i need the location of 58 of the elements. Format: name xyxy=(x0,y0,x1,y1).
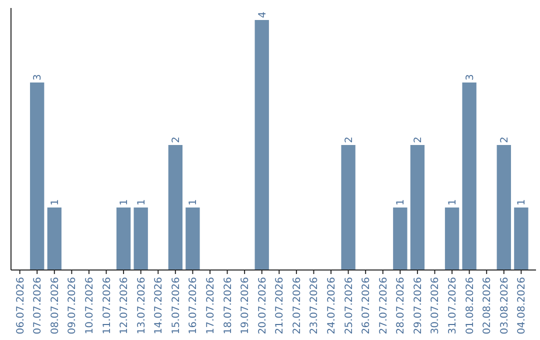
data-label: 1 xyxy=(119,199,130,206)
x-tick-label: 15.07.2026 xyxy=(170,277,182,334)
x-tick-label: 10.07.2026 xyxy=(84,277,96,334)
x-tick-label: 17.07.2026 xyxy=(205,277,216,334)
bar xyxy=(134,208,148,270)
x-tick-label: 09.07.2026 xyxy=(67,277,78,334)
x-tick-label: 01.08.2026 xyxy=(464,277,476,334)
x-tick-label: 18.07.2026 xyxy=(222,277,234,334)
data-label: 1 xyxy=(396,199,407,206)
x-tick-label: 31.07.2026 xyxy=(448,277,459,334)
data-label: 3 xyxy=(32,74,44,80)
bar xyxy=(444,208,460,270)
x-tick-label: 27.07.2026 xyxy=(378,277,390,334)
bar xyxy=(254,20,269,270)
bar xyxy=(168,145,182,270)
bar xyxy=(462,82,476,270)
data-label: 1 xyxy=(136,199,148,206)
bar xyxy=(496,145,511,270)
x-tick-label: 16.07.2026 xyxy=(188,277,200,334)
data-label: 3 xyxy=(464,74,476,80)
x-tick-label: 26.07.2026 xyxy=(361,277,372,334)
data-label: 2 xyxy=(499,136,510,143)
bar xyxy=(47,208,62,270)
x-tick-label: 25.07.2026 xyxy=(344,277,355,334)
bar xyxy=(514,208,528,270)
x-tick-label: 02.08.2026 xyxy=(482,277,494,334)
x-tick-label: 19.07.2026 xyxy=(240,277,252,334)
bar xyxy=(116,208,131,270)
data-label: 1 xyxy=(50,199,61,206)
x-tick-label: 14.07.2026 xyxy=(154,277,165,334)
bar xyxy=(410,145,425,270)
x-tick-label: 24.07.2026 xyxy=(326,277,338,334)
bar xyxy=(341,145,356,270)
bar xyxy=(393,208,408,270)
data-label: 2 xyxy=(412,136,424,143)
x-tick-label: 08.07.2026 xyxy=(50,277,61,334)
x-tick-label: 20.07.2026 xyxy=(257,277,268,334)
x-tick-label: 29.07.2026 xyxy=(412,277,424,334)
x-tick-label: 07.07.2026 xyxy=(32,277,44,334)
data-label: 1 xyxy=(516,199,528,206)
x-tick-label: 23.07.2026 xyxy=(309,277,320,334)
x-tick-label: 28.07.2026 xyxy=(396,277,407,334)
x-tick-label: 06.07.2026 xyxy=(15,277,26,334)
data-label: 1 xyxy=(188,199,200,206)
x-tick-label: 21.07.2026 xyxy=(274,277,286,334)
x-tick-label: 12.07.2026 xyxy=(119,277,130,334)
data-label: 2 xyxy=(170,136,182,143)
x-tick-label: 04.08.2026 xyxy=(516,277,528,334)
x-tick-label: 13.07.2026 xyxy=(136,277,148,334)
bar xyxy=(30,82,44,270)
x-tick-label: 11.07.2026 xyxy=(102,277,113,334)
data-label: 1 xyxy=(448,199,459,206)
data-label: 2 xyxy=(344,136,355,143)
data-label: 4 xyxy=(257,12,268,18)
bar xyxy=(186,208,200,270)
x-tick-label: 30.07.2026 xyxy=(430,277,442,334)
x-tick-label: 03.08.2026 xyxy=(499,277,510,334)
x-tick-label: 22.07.2026 xyxy=(292,277,303,334)
